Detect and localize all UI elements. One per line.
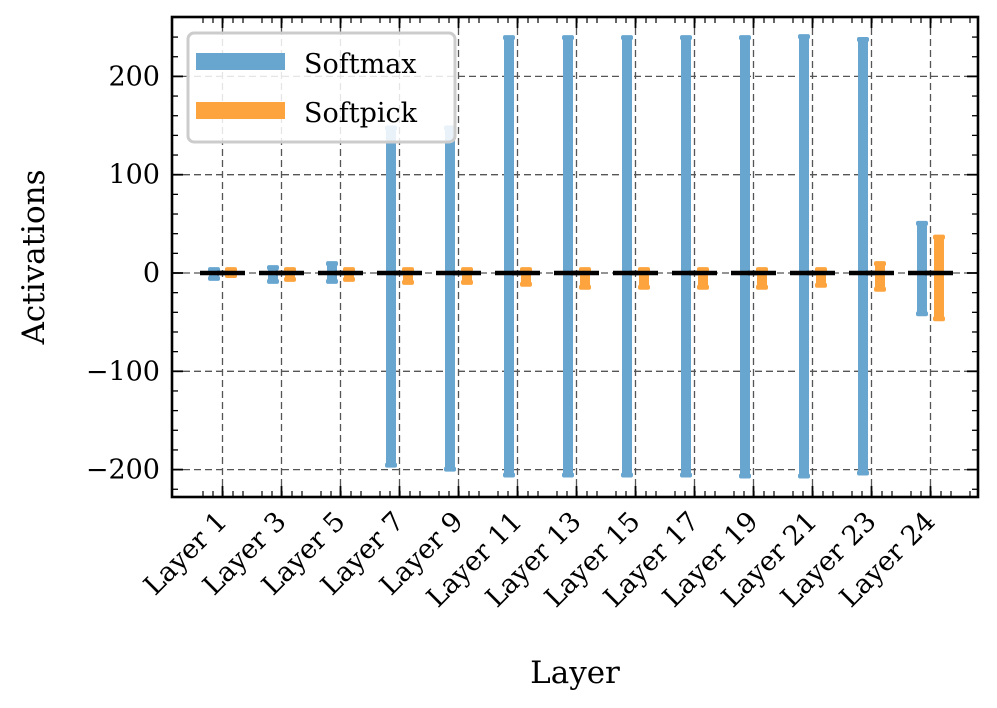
range-cap-min xyxy=(916,311,928,317)
range-bar-softpick xyxy=(816,269,826,286)
range-bar-softmax xyxy=(622,37,632,476)
y-axis: −200 −100 0 100 200 xyxy=(86,61,978,486)
y-tick-label: 100 xyxy=(108,160,160,191)
range-cap-max xyxy=(798,34,810,40)
range-cap-min xyxy=(326,278,338,284)
range-cap-min xyxy=(680,472,692,478)
range-cap-max xyxy=(874,261,886,267)
range-cap-max xyxy=(562,35,574,41)
range-cap-min xyxy=(933,316,945,322)
range-bar-softmax xyxy=(799,36,809,477)
range-bar-softmax xyxy=(563,37,573,476)
range-cap-min xyxy=(857,470,869,476)
y-tick-label: −200 xyxy=(86,455,160,486)
range-cap-max xyxy=(739,35,751,41)
range-cap-min xyxy=(756,284,768,290)
range-bar-softpick xyxy=(875,263,885,290)
range-cap-min xyxy=(739,473,751,479)
y-axis-title: Activations xyxy=(16,169,52,345)
range-cap-min xyxy=(621,472,633,478)
range-bar-softpick xyxy=(698,269,708,288)
range-cap-min xyxy=(562,472,574,478)
range-cap-max xyxy=(326,261,338,267)
range-bar-softpick xyxy=(403,269,413,283)
range-bar-softmax xyxy=(386,127,396,466)
range-cap-min xyxy=(815,282,827,288)
range-cap-max xyxy=(503,35,515,41)
range-bar-softpick xyxy=(521,269,531,285)
range-cap-min xyxy=(284,276,296,282)
range-cap-max xyxy=(933,234,945,240)
range-bar-softpick xyxy=(757,269,767,288)
legend-swatch-softmax xyxy=(196,53,285,70)
range-bar-softpick xyxy=(462,269,472,283)
range-bar-softpick xyxy=(934,236,944,320)
range-cap-min xyxy=(267,278,279,284)
range-cap-min xyxy=(874,286,886,292)
range-cap-max xyxy=(267,265,279,271)
range-cap-min xyxy=(503,472,515,478)
range-bar-softmax xyxy=(681,37,691,476)
range-bar-softpick xyxy=(639,269,649,288)
range-cap-min xyxy=(520,281,532,287)
legend-label-softmax: Softmax xyxy=(304,49,417,80)
range-bars xyxy=(200,34,953,479)
range-bar-softpick xyxy=(580,269,590,288)
range-bar-softmax xyxy=(917,222,927,315)
range-cap-max xyxy=(857,37,869,43)
legend-swatch-softpick xyxy=(196,102,285,119)
range-cap-min xyxy=(798,473,810,479)
range-bar-softmax xyxy=(445,127,455,470)
range-cap-max xyxy=(916,220,928,226)
range-cap-min xyxy=(343,276,355,282)
range-cap-min xyxy=(402,279,414,285)
range-bar-softmax xyxy=(858,39,868,474)
range-bar-softmax xyxy=(504,37,514,476)
range-cap-min xyxy=(638,284,650,290)
range-cap-max xyxy=(680,35,692,41)
range-cap-min xyxy=(208,275,220,281)
range-cap-min xyxy=(385,462,397,468)
legend: Softmax Softpick xyxy=(186,31,457,144)
y-tick-label: 200 xyxy=(108,61,160,92)
plot-frame xyxy=(170,15,980,499)
y-tick-label: 0 xyxy=(143,258,160,289)
legend-label-softpick: Softpick xyxy=(304,98,418,129)
y-tick-label: −100 xyxy=(86,356,160,387)
x-axis-title: Layer xyxy=(530,655,620,691)
range-cap-min xyxy=(697,284,709,290)
range-cap-min xyxy=(579,284,591,290)
range-cap-min xyxy=(461,279,473,285)
range-bar-softmax xyxy=(740,37,750,477)
range-cap-min xyxy=(444,466,456,472)
range-cap-max xyxy=(621,35,633,41)
